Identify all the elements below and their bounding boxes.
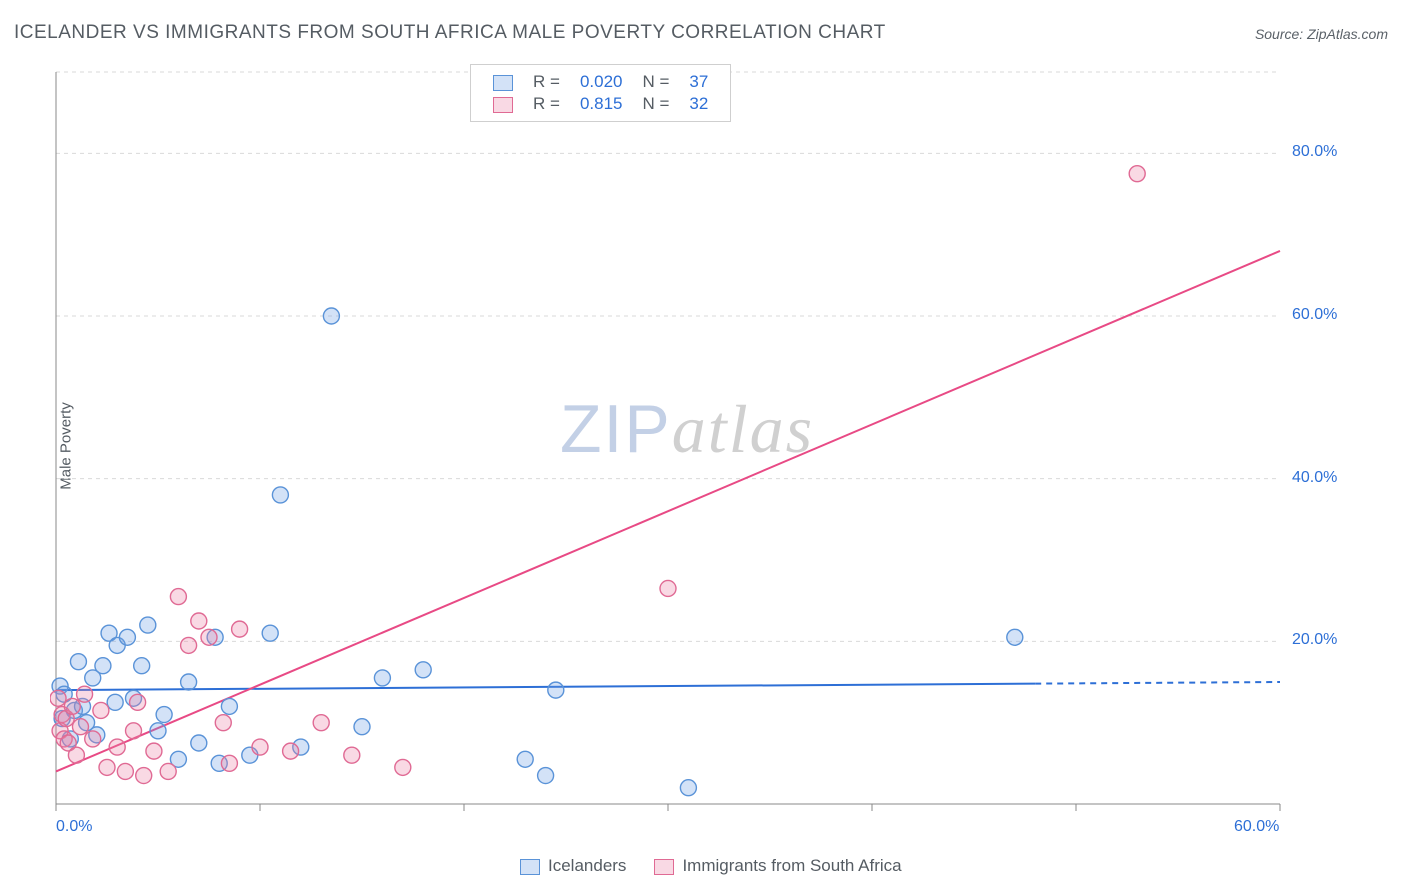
legend-swatch <box>520 859 540 875</box>
scatter-plot <box>50 62 1340 832</box>
legend-r-label: R = <box>523 93 570 115</box>
y-tick-label: 80.0% <box>1292 143 1337 161</box>
legend-n-label: N = <box>632 93 679 115</box>
correlation-legend: R =0.020N =37 R =0.815N =32 <box>470 64 731 122</box>
x-tick-label: 60.0% <box>1234 818 1279 836</box>
legend-series-label: Immigrants from South Africa <box>682 856 901 875</box>
source-attribution: Source: ZipAtlas.com <box>1255 26 1388 42</box>
legend-n-value: 37 <box>679 71 718 93</box>
legend-swatch <box>654 859 674 875</box>
legend-r-value: 0.020 <box>570 71 633 93</box>
legend-r-value: 0.815 <box>570 93 633 115</box>
legend-n-value: 32 <box>679 93 718 115</box>
legend-swatch <box>493 97 513 113</box>
y-tick-label: 60.0% <box>1292 306 1337 324</box>
legend-n-label: N = <box>632 71 679 93</box>
y-tick-label: 20.0% <box>1292 631 1337 649</box>
series-legend: Icelanders Immigrants from South Africa <box>520 856 930 876</box>
legend-swatch <box>493 75 513 91</box>
y-tick-label: 40.0% <box>1292 469 1337 487</box>
x-tick-label: 0.0% <box>56 818 92 836</box>
legend-item: Immigrants from South Africa <box>654 856 901 875</box>
legend-r-label: R = <box>523 71 570 93</box>
legend-series-label: Icelanders <box>548 856 626 875</box>
legend-item: Icelanders <box>520 856 626 875</box>
plot-svg <box>50 62 1340 832</box>
chart-title: ICELANDER VS IMMIGRANTS FROM SOUTH AFRIC… <box>14 22 886 44</box>
